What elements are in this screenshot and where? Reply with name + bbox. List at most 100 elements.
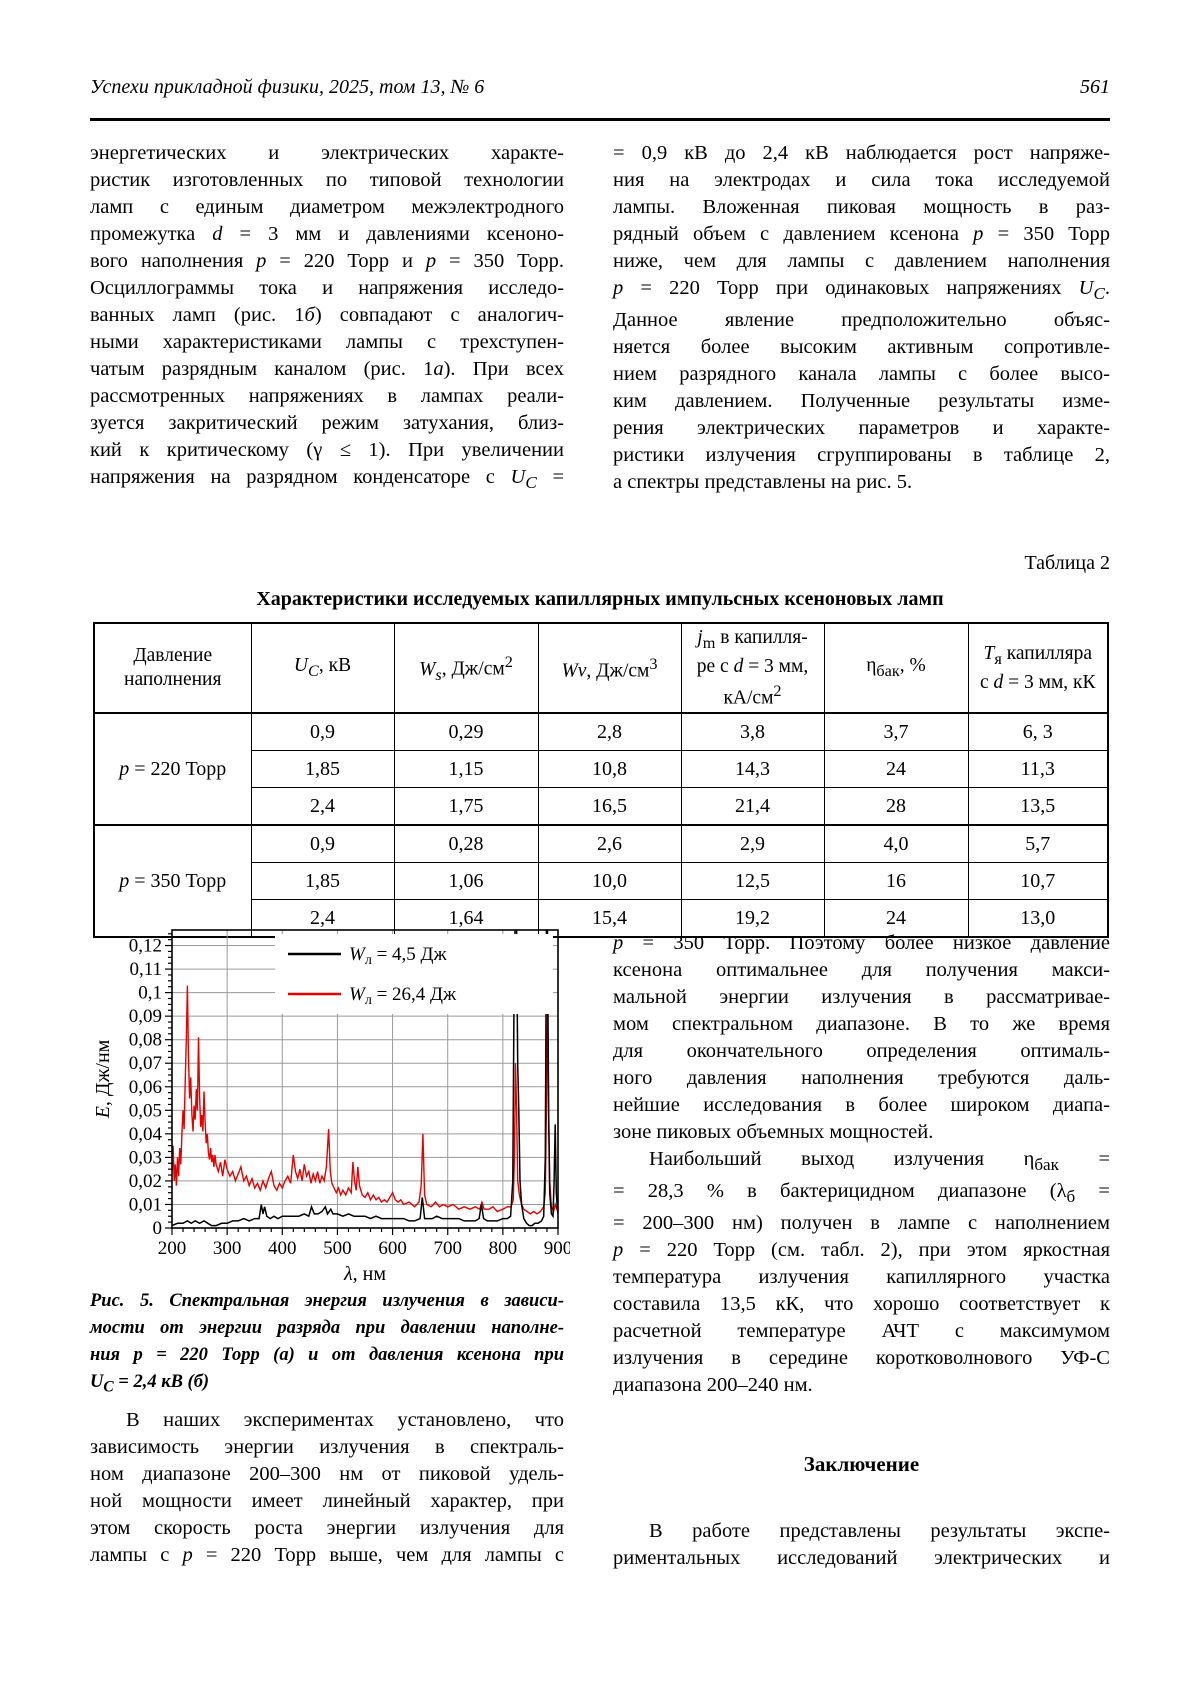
column-top-right: = 0,9 кВ до 2,4 кВ наблюдается рост напр…: [613, 140, 1110, 496]
svg-text:0: 0: [153, 1218, 163, 1239]
text-line: кий к критическому (γ ≤ 1). При увеличен…: [90, 439, 564, 461]
figure-caption: Рис. 5. Спектральная энергия излучения в…: [90, 1288, 564, 1401]
header-cell-1: UC, кВ: [250, 622, 395, 715]
header-cell-0: Давление наполнения: [93, 622, 252, 715]
value-cell: 0,9: [250, 712, 395, 752]
text-line: мальной энергии излучения в рассматривае…: [613, 986, 1110, 1008]
page-header: Успехи прикладной физики, 2025, том 13, …: [90, 76, 1110, 99]
text-line: составила 13,5 кК, что хорошо соответств…: [613, 1293, 1110, 1316]
text-line: = 28,3 % в бактерицидном диапазоне (λб =: [613, 1180, 1110, 1207]
text-line: ванных ламп (рис. 1б) совпадают с аналог…: [90, 304, 564, 326]
value-cell: 10,7: [967, 862, 1109, 901]
value-cell: 13,5: [967, 787, 1109, 826]
value-cell: 0,28: [393, 824, 539, 864]
text-line: лампы с p = 220 Торр выше, чем для лампы…: [90, 1544, 564, 1566]
value-cell: 1,15: [393, 750, 539, 789]
value-cell: 16: [823, 862, 969, 901]
value-cell: 1,85: [250, 862, 395, 901]
table-row: p = 350 Торр 0,9 0,28 2,6 2,9 4,0 5,7: [93, 824, 1109, 938]
text-line: ристик изготовленных по типовой технолог…: [90, 169, 564, 191]
table-label: Таблица 2: [1024, 552, 1110, 574]
text-line: этом скорость роста энергии излучения дл…: [90, 1517, 564, 1539]
text-line: ристики излучения сгруппированы в таблиц…: [613, 444, 1110, 467]
value-cell: 2,4: [250, 787, 395, 826]
group-label-cell: p = 220 Торр: [93, 712, 252, 826]
series-1: [172, 985, 558, 1215]
svg-text:0,06: 0,06: [129, 1077, 162, 1098]
header-line: Wv, Дж/см3: [561, 655, 658, 682]
text-line: лампы. Вложенная пиковая мощность в раз-: [613, 196, 1110, 218]
svg-text:300: 300: [213, 1238, 242, 1259]
header-line: jm в капилля-: [697, 627, 808, 652]
plot-frame: [171, 929, 559, 1229]
text-line: ламп с единым диаметром межэлектродного: [90, 196, 564, 218]
table-row: p = 220 Торр 0,9 0,29 2,8 3,8 3,7 6, 3: [93, 712, 1109, 826]
text-line: промежутка d = 3 мм и давлениями ксеноно…: [90, 223, 564, 245]
value-cell: 19,2: [680, 899, 825, 938]
svg-text:0,09: 0,09: [129, 1006, 162, 1027]
column-bottom-left: В наших экспериментах установлено, что за…: [90, 1407, 564, 1569]
figure: 0 0,01 0,02 0,03 0,04 0,05 0,06 0,07 0,08 0,09 0,1…: [92, 924, 573, 1289]
header-cell-2: Ws, Дж/см2: [393, 622, 539, 715]
svg-text:900: 900: [544, 1238, 570, 1259]
svg-text:0,01: 0,01: [129, 1194, 162, 1215]
column-bottom-right: p = 350 Торр. Поэтому более низкое давле…: [613, 930, 1110, 1572]
text-line: ния на электродах и сила тока исследуемо…: [613, 169, 1110, 191]
paragraph: p = 350 Торр. Поэтому более низкое давле…: [613, 930, 1110, 1146]
value-cell: 4,0: [823, 824, 969, 864]
value-cell: 28: [823, 787, 969, 826]
text-line: нием разрядного канала лампы с более выс…: [613, 363, 1110, 386]
text-line: p = 220 Торр (см. табл. 2), при этом ярк…: [613, 1239, 1110, 1262]
text-line: Осциллограммы тока и напряжения исследо-: [90, 277, 564, 299]
text-line: p = 220 Торр при одинаковых напряжениях …: [613, 277, 1110, 304]
conclusion-heading: Заключение: [803, 1452, 920, 1477]
text-line: расчетной температуре АЧТ с максимумом: [613, 1320, 1110, 1343]
value-cell: 21,4: [680, 787, 825, 826]
svg-text:0,12: 0,12: [129, 936, 162, 957]
text-line: зависимость энергии излучения в спектрал…: [90, 1436, 564, 1458]
text-line: мости от энергии разряда при давлении на…: [90, 1318, 564, 1338]
svg-text:600: 600: [378, 1238, 407, 1259]
column-top-left: энергетических и электрических характе-р…: [90, 140, 564, 496]
paragraph: В работе представлены результаты экспе-р…: [613, 1518, 1110, 1572]
text-line: ного давления наполнения требуются даль-: [613, 1067, 1110, 1089]
header-line: с d = 3 мм, кК: [979, 671, 1096, 693]
svg-text:500: 500: [323, 1238, 352, 1259]
paragraph: энергетических и электрических характе-р…: [90, 140, 564, 496]
text-line: рядный объем с давлением ксенона p = 350…: [613, 223, 1110, 245]
header-line: ре с d = 3 мм,: [696, 655, 809, 677]
value-cell: 1,75: [393, 787, 539, 826]
text-line: зоне пиковых объемных мощностей.: [613, 1121, 934, 1143]
text-line: зуется закритический режим затухания, бл…: [90, 412, 564, 434]
text-line: няется более высоким активным сопротивле…: [613, 336, 1110, 359]
text-line: ниже, чем для лампы с давлением наполнен…: [613, 250, 1110, 272]
text-line: Данное явление предположительно объяс-: [613, 309, 1110, 332]
value-cell: 2,9: [680, 824, 825, 864]
text-line: p = 350 Торр. Поэтому более низкое давле…: [613, 932, 1110, 954]
legend-label-0: Wл = 4,5 Дж: [349, 944, 448, 968]
journal-title: Успехи прикладной физики, 2025, том 13, …: [90, 76, 485, 98]
table-header-row: Давление наполнения UC, кВ Ws, Дж/см2 Wv, Дж…: [93, 622, 1109, 715]
paragraph: Рис. 5. Спектральная энергия излучения в…: [90, 1288, 564, 1401]
y-axis-label: E, Дж/нм: [95, 1039, 114, 1119]
chart-tick-labels: 00,010,020,030,040,050,060,070,080,090,1…: [129, 936, 573, 1259]
text-line: ном диапазоне 200–300 нм от пиковой удел…: [90, 1463, 564, 1485]
table-row: 1,85 1,06 10,0 12,5 16 10,7: [94, 862, 1109, 901]
legend-label-1: Wл = 26,4 Дж: [349, 984, 457, 1008]
table-row: 2,4 1,75 16,5 21,4 28 13,5: [94, 787, 1109, 826]
data-table: Давление наполнения UC, кВ Ws, Дж/см2 Wv, Дж…: [93, 622, 1109, 939]
svg-text:0,11: 0,11: [129, 959, 162, 980]
header-line: UC, кВ: [293, 654, 352, 680]
paragraph: Наибольший выход излучения ηбак = = 28,3 …: [613, 1146, 1110, 1399]
value-cell: 5,7: [967, 824, 1109, 864]
text-line: мом спектральном диапазоне. В то же врем…: [613, 1013, 1110, 1035]
text-line: нейшие исследования в более широком диап…: [613, 1094, 1110, 1116]
text-line: вого наполнения p = 220 Торр и p = 350 Т…: [90, 250, 565, 272]
text-line: рассмотренных напряжениях в лампах реали…: [90, 385, 564, 407]
value-cell: 16,5: [537, 787, 682, 826]
value-cell: 3,8: [680, 712, 825, 752]
value-cell: 3,7: [823, 712, 969, 752]
paragraph: В наших экспериментах установлено, что за…: [90, 1407, 564, 1569]
header-line: Ws, Дж/см2: [419, 653, 513, 684]
